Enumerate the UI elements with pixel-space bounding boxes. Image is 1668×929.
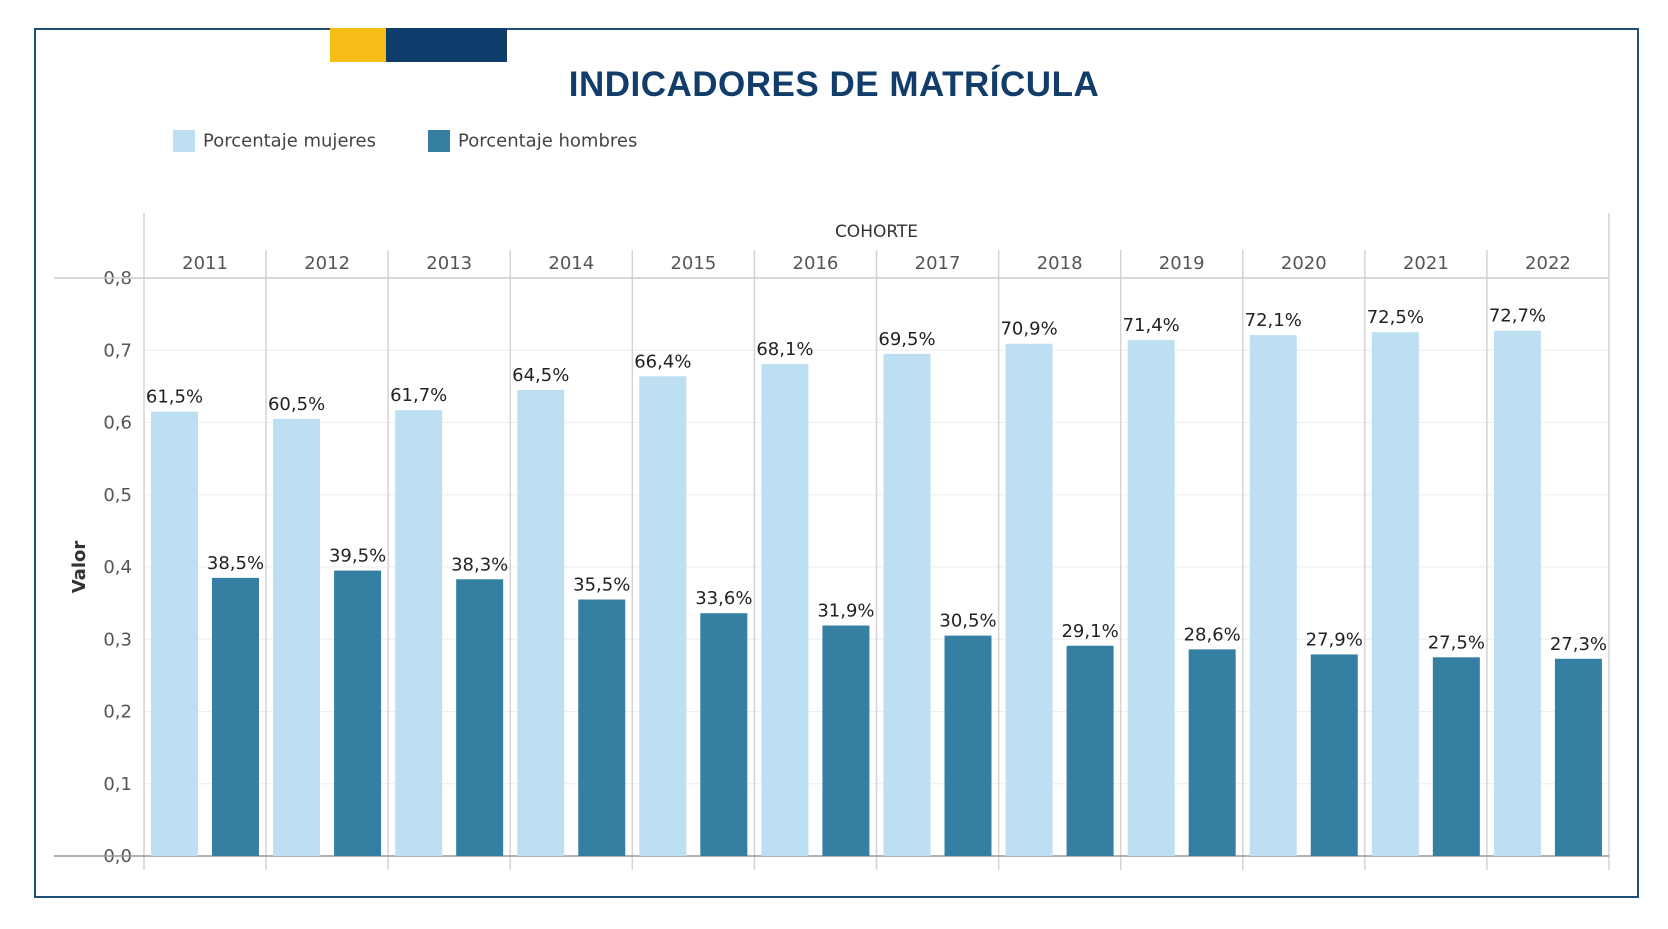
data-label-women-2017: 69,5% <box>878 329 935 350</box>
legend-swatch-men <box>428 130 450 152</box>
y-tick-label-4: 0,4 <box>103 557 132 578</box>
bar-women-2014 <box>517 389 565 856</box>
bar-women-2011 <box>151 411 198 856</box>
category-label-2016: 2016 <box>793 253 839 274</box>
legend-label-women: Porcentaje mujeres <box>203 130 376 152</box>
data-label-men-2014: 35,5% <box>573 575 630 596</box>
category-label-2013: 2013 <box>426 253 472 274</box>
bar-men-2020 <box>1310 654 1358 856</box>
data-label-women-2013: 61,7% <box>390 385 447 406</box>
legend-label-men: Porcentaje hombres <box>458 130 638 152</box>
data-label-women-2012: 60,5% <box>268 394 325 415</box>
bar-women-2013 <box>395 410 443 856</box>
data-label-women-2018: 70,9% <box>1000 319 1057 340</box>
category-label-2018: 2018 <box>1037 253 1083 274</box>
data-label-men-2013: 38,3% <box>451 554 508 575</box>
bar-women-2018 <box>1005 343 1053 856</box>
y-axis-label: Valor <box>69 541 90 594</box>
legend-swatch-women <box>173 130 195 152</box>
bar-men-2013 <box>456 579 504 856</box>
category-label-2017: 2017 <box>915 253 961 274</box>
data-label-men-2021: 27,5% <box>1428 632 1485 653</box>
y-tick-label-7: 0,7 <box>103 340 132 361</box>
bar-men-2018 <box>1066 645 1114 856</box>
data-label-men-2019: 28,6% <box>1184 624 1241 645</box>
data-label-women-2014: 64,5% <box>512 365 569 386</box>
bar-women-2022 <box>1493 330 1541 856</box>
data-label-women-2022: 72,7% <box>1489 306 1546 327</box>
category-label-2012: 2012 <box>304 253 350 274</box>
data-label-men-2016: 31,9% <box>817 601 874 622</box>
category-label-2014: 2014 <box>548 253 594 274</box>
data-label-women-2011: 61,5% <box>146 387 203 408</box>
bar-women-2021 <box>1371 332 1419 856</box>
legend-item-women: Porcentaje mujeres <box>173 130 376 152</box>
bar-women-2012 <box>273 418 321 856</box>
accent-bar-yellow <box>330 28 386 62</box>
bar-men-2019 <box>1188 649 1236 856</box>
data-label-men-2012: 39,5% <box>329 546 386 567</box>
bar-men-2022 <box>1554 658 1602 856</box>
y-tick-label-2: 0,2 <box>103 702 132 723</box>
category-label-2020: 2020 <box>1281 253 1327 274</box>
bar-men-2015 <box>700 613 748 856</box>
bar-women-2015 <box>639 376 687 856</box>
column-header: COHORTE <box>835 222 918 242</box>
category-label-2015: 2015 <box>670 253 716 274</box>
category-label-2021: 2021 <box>1403 253 1449 274</box>
y-tick-label-5: 0,5 <box>103 485 132 506</box>
data-label-men-2015: 33,6% <box>695 588 752 609</box>
category-label-2019: 2019 <box>1159 253 1205 274</box>
y-tick-label-3: 0,3 <box>103 629 132 650</box>
data-label-men-2018: 29,1% <box>1061 621 1118 642</box>
legend-item-men: Porcentaje hombres <box>428 130 637 152</box>
data-label-men-2017: 30,5% <box>939 611 996 632</box>
category-label-2011: 2011 <box>182 253 228 274</box>
data-label-women-2016: 68,1% <box>756 339 813 360</box>
category-label-2022: 2022 <box>1525 253 1571 274</box>
data-label-women-2021: 72,5% <box>1367 307 1424 328</box>
page-title: INDICADORES DE MATRÍCULA <box>568 65 1100 104</box>
bar-men-2012 <box>334 570 382 856</box>
chart-frame <box>34 28 1639 898</box>
accent-bar-navy <box>386 28 507 62</box>
data-label-women-2019: 71,4% <box>1123 315 1180 336</box>
data-label-men-2022: 27,3% <box>1550 634 1607 655</box>
bar-men-2021 <box>1432 657 1480 856</box>
bar-women-2017 <box>883 353 931 856</box>
bar-men-2017 <box>944 635 992 856</box>
data-label-men-2020: 27,9% <box>1306 629 1363 650</box>
bar-women-2019 <box>1127 340 1175 856</box>
bar-men-2011 <box>212 577 259 856</box>
bar-women-2016 <box>761 363 809 856</box>
data-label-women-2020: 72,1% <box>1245 310 1302 331</box>
data-label-women-2015: 66,4% <box>634 351 691 372</box>
y-tick-label-6: 0,6 <box>103 413 132 434</box>
y-tick-label-1: 0,1 <box>103 774 132 795</box>
data-label-men-2011: 38,5% <box>207 553 264 574</box>
bar-men-2014 <box>578 599 626 856</box>
bar-women-2020 <box>1249 335 1297 856</box>
bar-men-2016 <box>822 625 870 856</box>
